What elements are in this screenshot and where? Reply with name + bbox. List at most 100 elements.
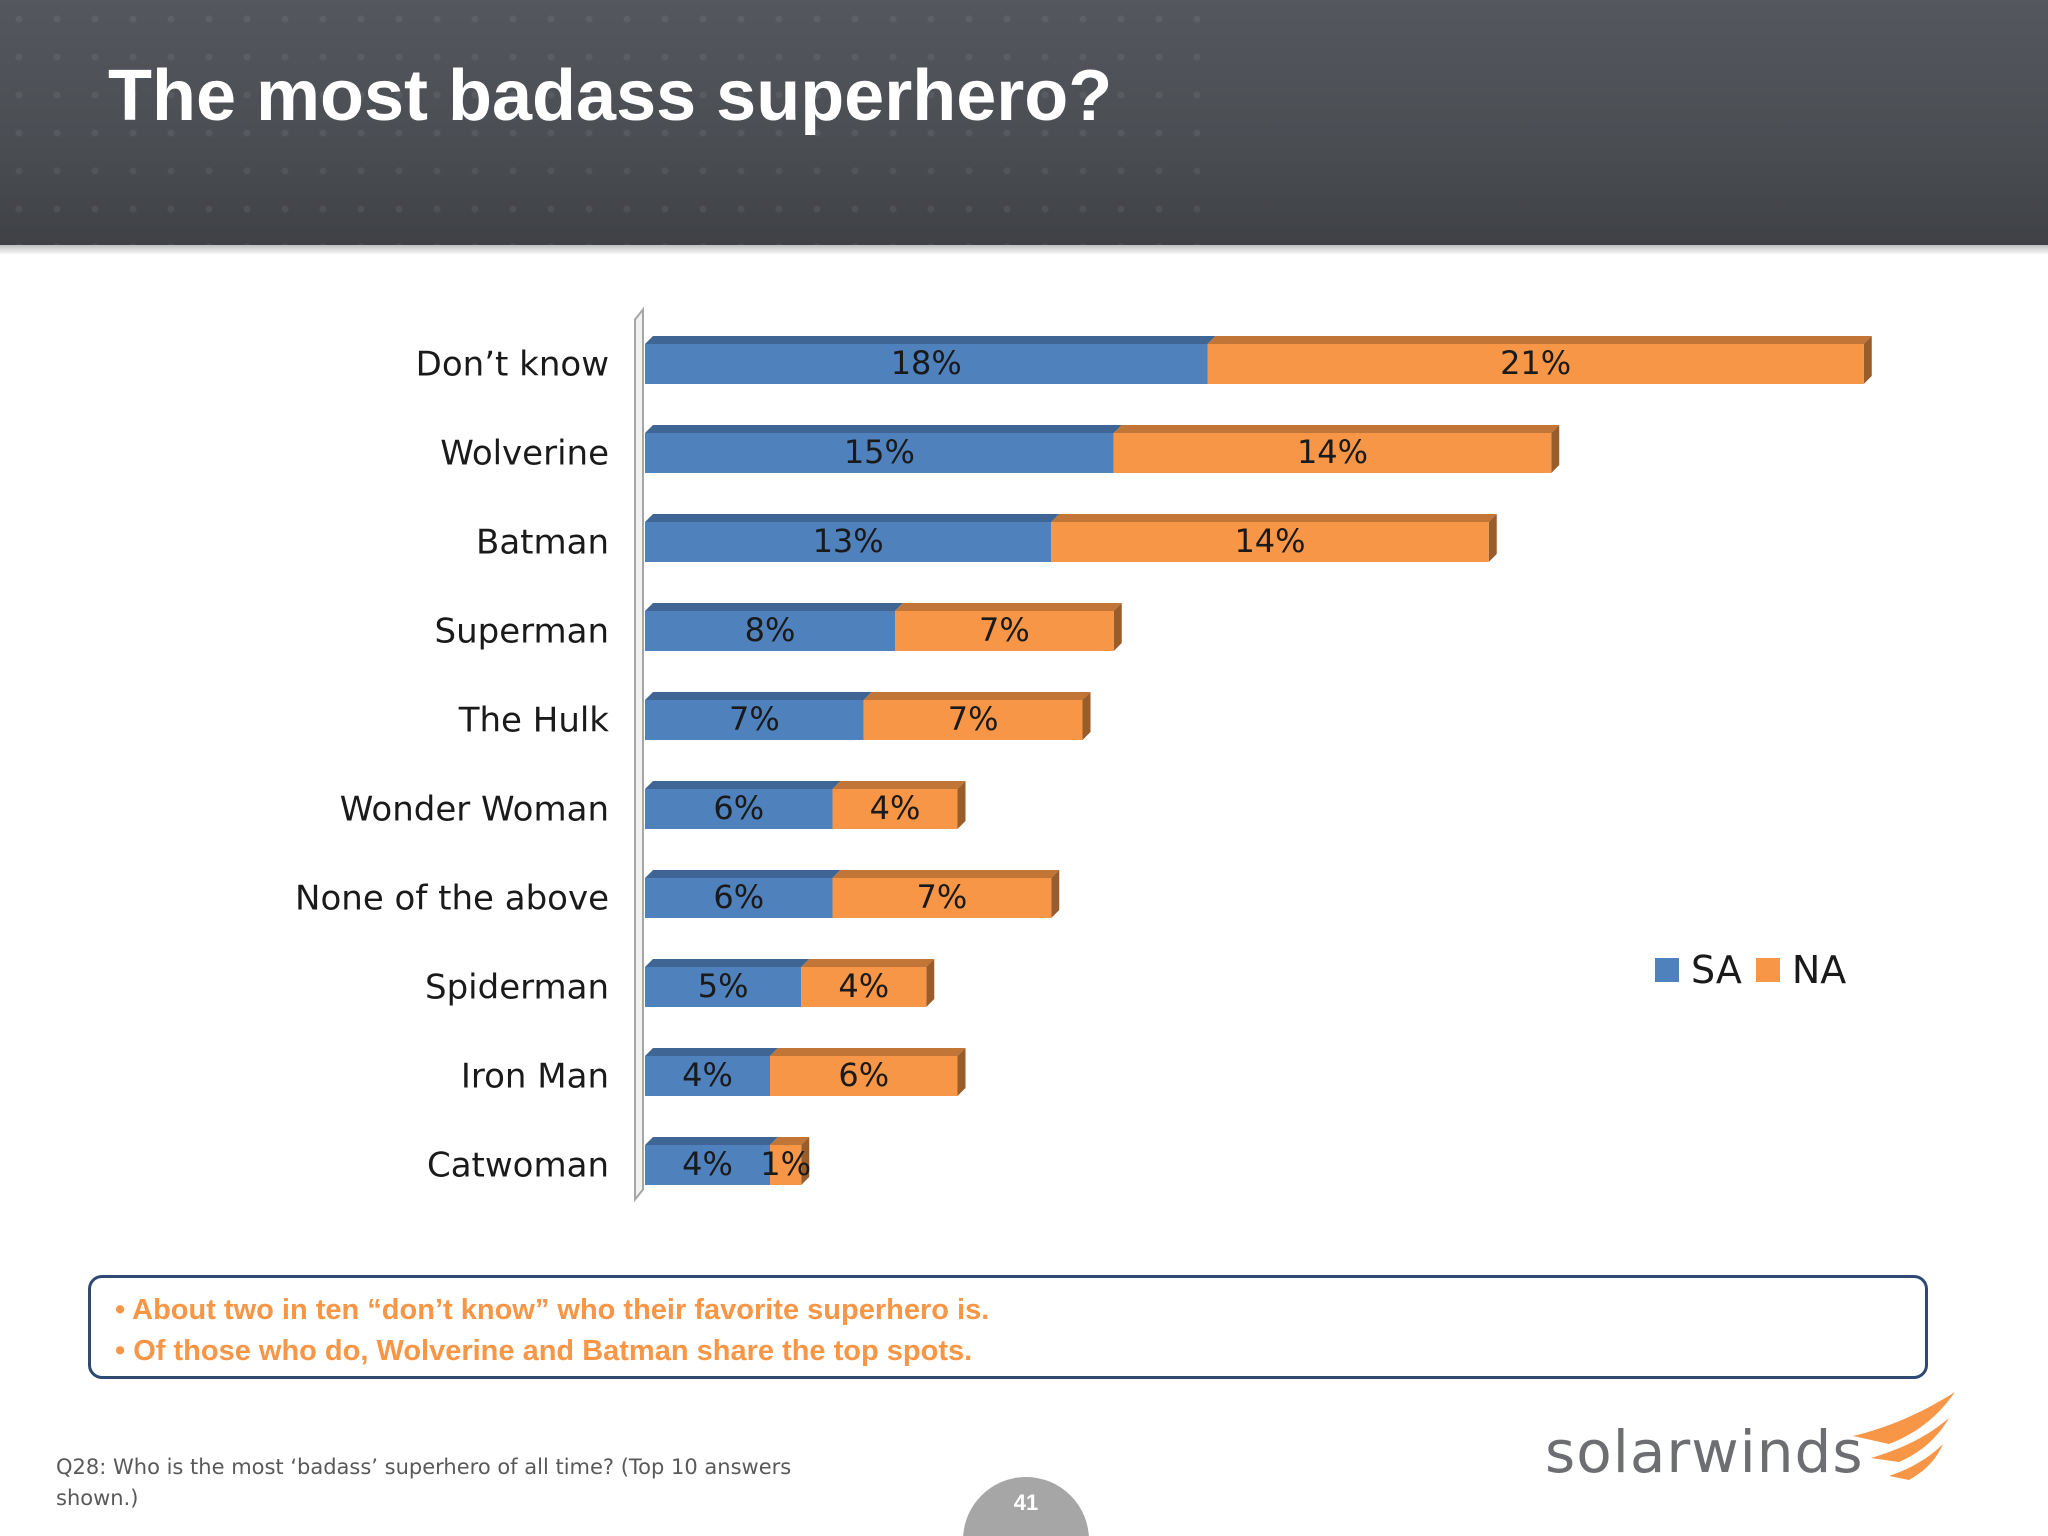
category-label: Don’t know <box>416 345 609 385</box>
data-label-sa: 15% <box>844 433 915 471</box>
bar-top-na <box>895 603 1122 611</box>
bar-na <box>1113 433 1552 473</box>
bar-na <box>832 878 1052 918</box>
data-label-na: 4% <box>870 789 921 827</box>
bar-side <box>1082 692 1091 740</box>
bar-sa <box>645 433 1114 473</box>
slide-header: The most badass superhero? <box>0 0 2048 245</box>
bar-top-na <box>801 959 935 967</box>
category-label: Catwoman <box>427 1146 609 1186</box>
bar-na <box>1051 522 1489 562</box>
legend-label-sa: SA <box>1691 948 1742 992</box>
category-label: Superman <box>434 612 609 652</box>
logo-wordmark: solarwinds <box>1545 1418 1864 1486</box>
bar-sa <box>645 1145 770 1185</box>
bar-sa <box>645 789 833 829</box>
data-label-sa: 7% <box>729 700 780 738</box>
legend-label-na: NA <box>1791 948 1847 992</box>
bar-side <box>1113 603 1122 651</box>
category-label: Wonder Woman <box>340 790 609 830</box>
data-label-sa: 8% <box>745 611 796 649</box>
data-label-na: 7% <box>948 700 999 738</box>
bar-sa <box>645 522 1052 562</box>
bar-sa <box>645 878 833 918</box>
callout-line-2: • Of those who do, Wolverine and Batman … <box>115 1335 973 1367</box>
axis-wall <box>634 306 644 1203</box>
bar-na <box>895 611 1114 651</box>
data-label-sa: 18% <box>891 344 962 382</box>
bar-sa <box>645 967 802 1007</box>
bar-top-sa <box>645 959 810 967</box>
bar-side <box>957 781 966 829</box>
category-label: Spiderman <box>425 968 609 1008</box>
bar-top-sa <box>645 603 903 611</box>
bar-na <box>863 700 1083 740</box>
callout-line-1: • About two in ten “don’t know” who thei… <box>115 1294 990 1326</box>
chart-legend: SA NA <box>1655 948 1846 992</box>
data-label-na: 1% <box>760 1145 811 1183</box>
stacked-bar-chart: Don’t know 18% 21% Wolverine 15% 14% Batman 13%… <box>295 306 1872 1203</box>
bar-na <box>770 1056 958 1096</box>
data-label-sa: 6% <box>713 878 764 916</box>
data-label-na: 14% <box>1234 522 1305 560</box>
bar-top-na <box>770 1137 810 1145</box>
bar-side <box>1488 514 1497 562</box>
header-pattern <box>0 0 1200 245</box>
bar-side <box>1551 425 1560 473</box>
data-label-sa: 6% <box>713 789 764 827</box>
bar-top-na <box>832 870 1060 878</box>
bar-top-sa <box>645 1137 778 1145</box>
category-label: Iron Man <box>461 1057 609 1097</box>
data-label-sa: 13% <box>813 522 884 560</box>
solarwinds-flame-icon <box>1853 1392 1955 1480</box>
key-findings-callout: • About two in ten “don’t know” who thei… <box>88 1275 1928 1379</box>
legend-item-na: NA <box>1755 948 1847 992</box>
solarwinds-logo: solarwinds <box>1545 1390 1965 1500</box>
question-footnote: Q28: Who is the most ‘badass’ superhero … <box>56 1455 792 1510</box>
bar-top-na <box>770 1048 966 1056</box>
data-label-na: 21% <box>1500 344 1571 382</box>
bar-top-sa <box>645 781 841 789</box>
bar-side <box>1051 870 1060 918</box>
bar-na <box>770 1145 802 1185</box>
bar-top-sa <box>645 692 872 700</box>
bar-top-sa <box>645 425 1122 433</box>
data-label-na: 6% <box>838 1056 889 1094</box>
category-label: The Hulk <box>458 701 610 741</box>
data-label-sa: 5% <box>698 967 749 1005</box>
bar-top-sa <box>645 1048 778 1056</box>
bar-sa <box>645 344 1208 384</box>
data-label-na: 7% <box>979 611 1030 649</box>
data-label-na: 14% <box>1297 433 1368 471</box>
header-shadow <box>0 245 2048 255</box>
data-label-na: 7% <box>916 878 967 916</box>
bar-side <box>957 1048 966 1096</box>
legend-swatch-sa <box>1655 958 1679 982</box>
bar-na <box>801 967 927 1007</box>
bar-na <box>832 789 958 829</box>
data-label-sa: 4% <box>682 1056 733 1094</box>
bar-na <box>1207 344 1864 384</box>
bar-sa <box>645 1056 770 1096</box>
bar-top-na <box>863 692 1091 700</box>
bar-side <box>1863 336 1872 384</box>
data-label-na: 4% <box>838 967 889 1005</box>
bar-top-sa <box>645 336 1216 344</box>
bar-top-na <box>1207 336 1872 344</box>
category-label: Batman <box>476 523 609 563</box>
category-label: Wolverine <box>440 434 609 474</box>
bar-top-sa <box>645 514 1060 522</box>
legend-item-sa: SA <box>1655 948 1742 992</box>
category-label: None of the above <box>295 879 609 919</box>
bar-sa <box>645 611 895 651</box>
bar-sa <box>645 700 864 740</box>
bar-top-na <box>1051 514 1497 522</box>
bar-top-na <box>832 781 966 789</box>
legend-swatch-na <box>1755 958 1780 982</box>
data-label-sa: 4% <box>682 1145 733 1183</box>
bar-side <box>926 959 935 1007</box>
bar-top-na <box>1113 425 1560 433</box>
slide-title: The most badass superhero? <box>108 56 1113 136</box>
bar-top-sa <box>645 870 841 878</box>
bar-side <box>801 1137 810 1185</box>
